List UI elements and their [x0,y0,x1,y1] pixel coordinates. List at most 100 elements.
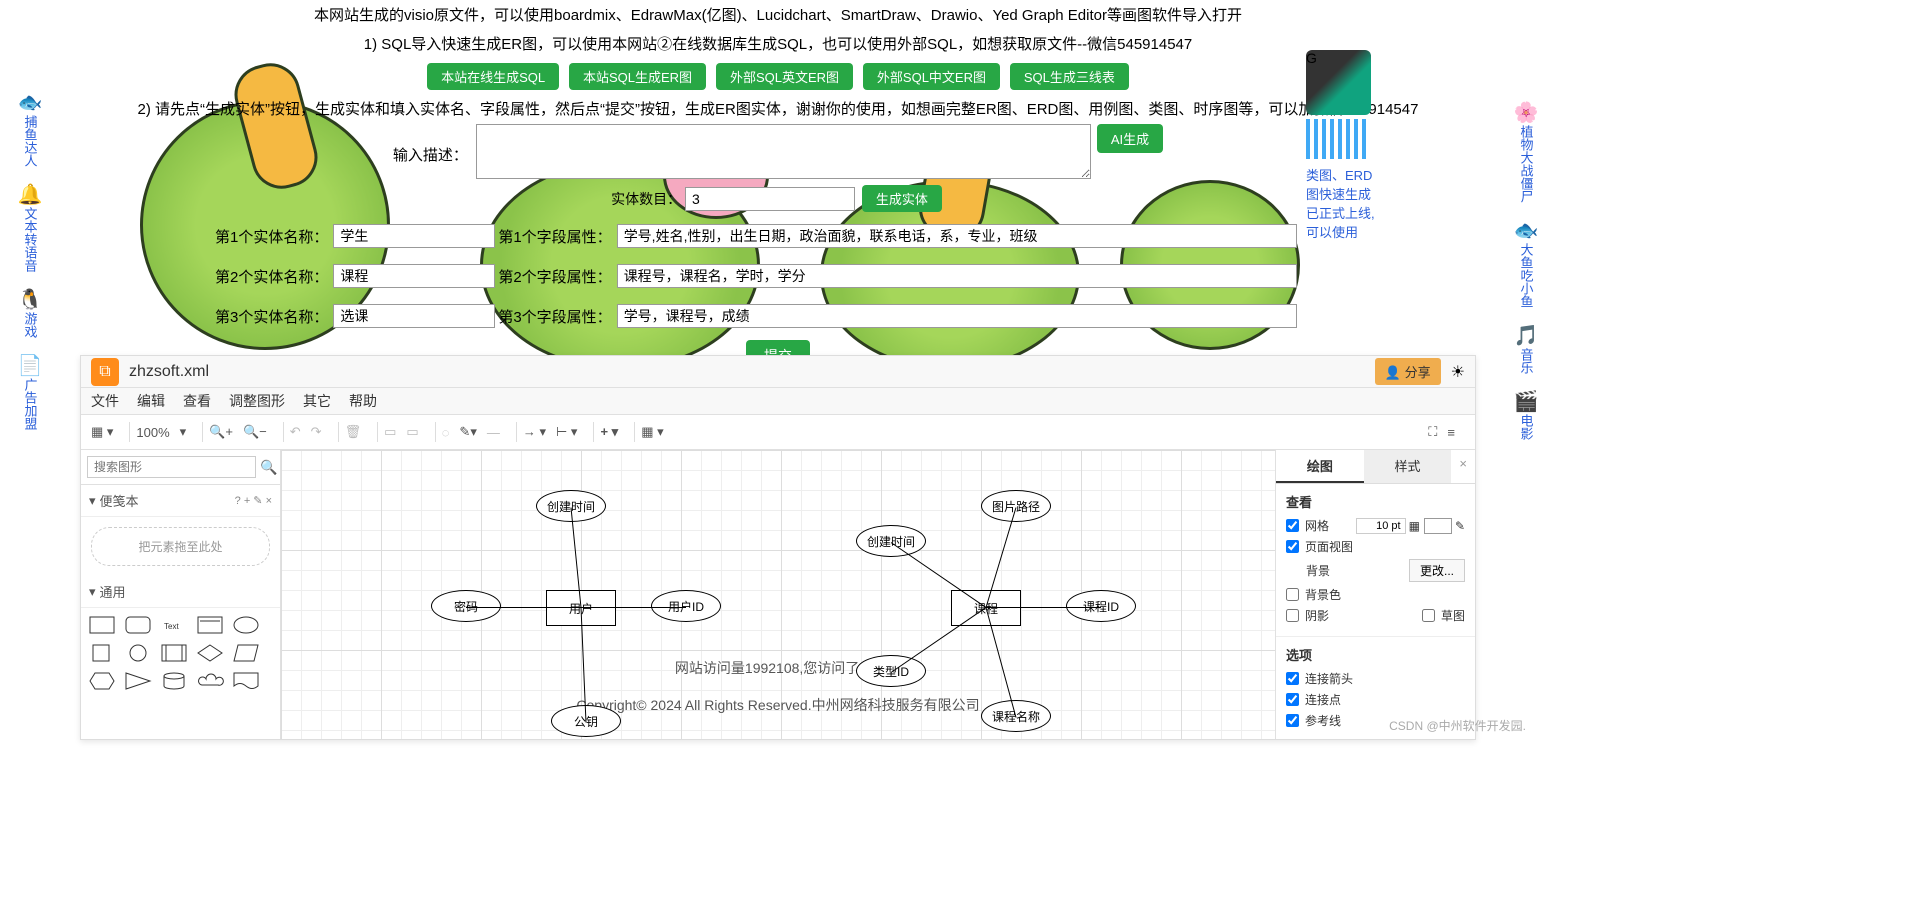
shape-square[interactable] [87,642,117,664]
er-node-n9[interactable]: 图片路径 [981,490,1051,522]
cb-shadow[interactable] [1286,609,1299,622]
menu-其它[interactable]: 其它 [303,391,331,411]
promo-text[interactable]: 类图、ERD图快速生成已正式上线, 可以使用 [1306,165,1376,241]
btn-online-sql[interactable]: 本站在线生成SQL [427,63,559,90]
side-link-1[interactable]: 🔔文本转语音 [10,182,50,275]
promo-thumb[interactable] [1306,119,1366,159]
entity-field-input-2[interactable] [617,264,1297,288]
er-edge[interactable] [581,607,686,608]
tb-table-icon[interactable]: ▦ ▾ [641,424,663,440]
cb-grid[interactable] [1286,519,1299,532]
entity-field-input-1[interactable] [617,224,1297,248]
tb-zoomout-icon[interactable]: 🔍− [243,424,267,440]
er-node-n10[interactable]: 课程ID [1066,590,1136,622]
search-icon[interactable]: 🔍 [260,459,277,476]
entity-name-input-3[interactable] [333,304,495,328]
menu-编辑[interactable]: 编辑 [137,391,165,411]
tb-fullscreen-icon[interactable]: ⛶ [1428,424,1437,440]
grid-color-swatch[interactable] [1424,518,1452,534]
side-link-0[interactable]: 🐟捕鱼达人 [10,90,50,170]
entity-name-input-1[interactable] [333,224,495,248]
shape-triangle[interactable] [123,670,153,692]
panel-close-icon[interactable]: × [1451,450,1475,483]
tb-undo-icon[interactable]: ↶ [290,424,301,440]
tb-line-icon[interactable]: — [487,425,500,440]
cb-sketch[interactable] [1422,609,1435,622]
menu-文件[interactable]: 文件 [91,391,119,411]
entity-field-input-3[interactable] [617,304,1297,328]
cb-pageview[interactable] [1286,540,1299,553]
menu-查看[interactable]: 查看 [183,391,211,411]
tb-front-icon[interactable]: ▭ [384,424,396,440]
tb-waypoint-icon[interactable]: ⊢ ▾ [556,424,577,440]
tb-redo-icon[interactable]: ↷ [311,424,322,440]
general-shapes-header[interactable]: ▾通用 [89,582,272,601]
scratchpad-header[interactable]: ▾便笺本 ? + ✎ × [89,491,272,510]
side-link-1[interactable]: 🐟大鱼吃小鱼 [1506,218,1546,311]
shape-search-input[interactable] [87,456,256,478]
shape-parallel[interactable] [231,642,261,664]
shape-document[interactable] [231,670,261,692]
cb-guides[interactable] [1286,714,1299,727]
btn-sql-3line[interactable]: SQL生成三线表 [1010,63,1129,90]
cb-points[interactable] [1286,693,1299,706]
er-edge[interactable] [891,542,987,608]
tb-fill-icon[interactable]: ◌ [442,425,450,440]
shape-rect[interactable] [87,614,117,636]
entity-row-3: 第3个实体名称： 第3个字段属性： [0,296,1556,336]
grid-size-input[interactable] [1356,518,1406,534]
chatgpt-icon[interactable]: G [1306,50,1371,115]
cb-arrows[interactable] [1286,672,1299,685]
theme-toggle-icon[interactable]: ☀ [1451,362,1465,382]
tab-drawing[interactable]: 绘图 [1276,450,1364,483]
editor-filename[interactable]: zhzsoft.xml [129,363,1375,381]
tb-format-icon[interactable]: ≡ [1447,425,1455,440]
shape-text[interactable]: Text [159,614,189,636]
side-link-3[interactable]: 🎬电影 [1506,389,1546,443]
er-edge[interactable] [466,607,581,608]
shape-hexagon[interactable] [87,670,117,692]
menu-帮助[interactable]: 帮助 [349,391,377,411]
tb-back-icon[interactable]: ▭ [406,424,418,440]
ai-generate-button[interactable]: AI生成 [1097,124,1163,153]
entity-field-label: 第1个字段属性： [498,226,611,247]
scratchpad-drop[interactable]: 把元素拖至此处 [91,527,270,566]
side-link-3[interactable]: 📄广告加盟 [10,353,50,433]
tb-zoom-drop[interactable]: ▾ [180,424,187,440]
shape-roundrect[interactable] [123,614,153,636]
btn-change-bg[interactable]: 更改... [1409,559,1465,582]
tb-delete-icon[interactable]: 🗑 [345,424,362,440]
tb-view-icon[interactable]: ▦ ▾ [91,424,113,440]
tb-zoomin-icon[interactable]: 🔍+ [209,424,233,440]
canvas[interactable]: 网站访问量1992108,您访问了6次 Copyright© 2024 All … [281,450,1275,739]
share-button[interactable]: 👤 分享 [1375,358,1441,385]
shape-cloud[interactable] [195,670,225,692]
er-edge[interactable] [986,607,1101,608]
tb-zoom[interactable]: 100% [136,425,169,440]
cb-bgcolor[interactable] [1286,588,1299,601]
generate-entity-button[interactable]: 生成实体 [862,185,942,212]
tb-pencil-icon[interactable]: ✎▾ [459,424,476,440]
btn-site-sql-er[interactable]: 本站SQL生成ER图 [569,63,706,90]
description-textarea[interactable] [476,124,1091,179]
er-node-n4[interactable]: 用户ID [651,590,721,622]
shape-cylinder[interactable] [159,670,189,692]
shape-circle[interactable] [123,642,153,664]
side-link-0[interactable]: 🌸植物大战僵尸 [1506,100,1546,206]
er-edge[interactable] [891,607,987,673]
tb-connect-icon[interactable]: → ▾ [523,424,546,440]
side-link-2[interactable]: 🎵音乐 [1506,323,1546,377]
entity-count-input[interactable] [685,187,855,211]
shape-process[interactable] [159,642,189,664]
tab-style[interactable]: 样式 [1364,450,1452,483]
er-node-n2[interactable]: 密码 [431,590,501,622]
btn-ext-sql-cn[interactable]: 外部SQL中文ER图 [863,63,1000,90]
btn-ext-sql-en[interactable]: 外部SQL英文ER图 [716,63,853,90]
side-link-2[interactable]: 🐧游戏 [10,287,50,341]
menu-调整图形[interactable]: 调整图形 [229,391,285,411]
shape-textbox[interactable] [195,614,225,636]
entity-name-input-2[interactable] [333,264,495,288]
tb-add-icon[interactable]: + ▾ [600,424,618,440]
shape-ellipse[interactable] [231,614,261,636]
shape-diamond[interactable] [195,642,225,664]
